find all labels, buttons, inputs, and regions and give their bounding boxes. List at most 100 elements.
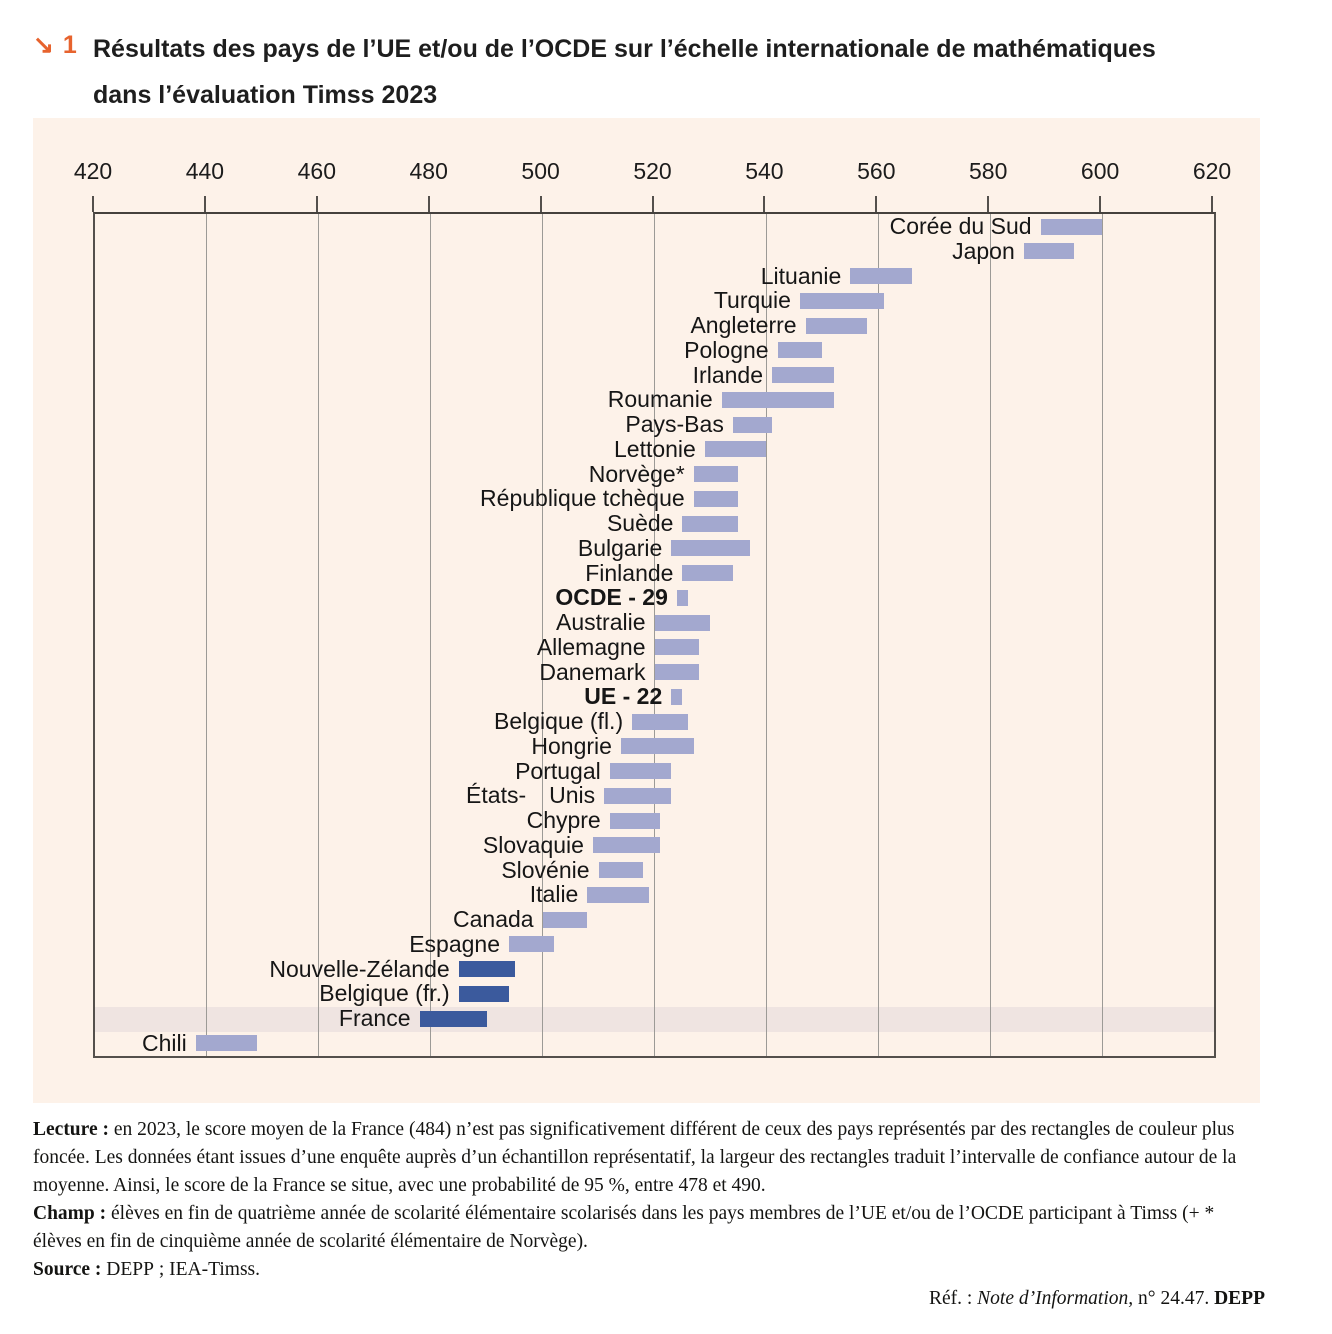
country-label: Chypre [526,807,601,833]
country-label: Nouvelle-Zélande [269,955,450,982]
chart-title: Résultats des pays de l’UE et/ou de l’OC… [93,26,1273,118]
country-label: Slovénie [501,856,590,883]
ci-bar [598,862,644,878]
arrow-down-right-icon: ↘ [33,31,55,59]
ref-number: n° 24.47. [1133,1288,1215,1309]
country-label: Slovaquie [482,831,584,858]
ci-bar [676,589,689,606]
ci-bar [682,565,733,581]
ci-bar [693,490,739,507]
country-label: Portugal [515,757,601,784]
ci-bar [777,342,823,359]
country-label: Pologne [684,336,769,363]
country-label: Norvège* [588,460,685,487]
ci-bar [604,787,672,804]
gridline [318,214,320,1056]
lecture-note: Lecture : en 2023, le score moyen de la … [33,1116,1265,1200]
country-label: Hongrie [531,732,612,759]
champ-note: Champ : élèves en fin de quatrième année… [33,1200,1265,1256]
axis-tick-label: 420 [73,158,113,184]
axis-tick [1211,196,1213,212]
ci-bar [609,812,661,829]
axis-tick-label: 620 [1192,158,1232,184]
ci-bar [654,639,700,656]
country-label: Espagne [409,930,501,957]
ci-bar [632,713,689,730]
axis-tick-label: 600 [1080,158,1120,184]
ci-bar [771,367,834,383]
gridline [1101,214,1103,1056]
axis-tick-label: 480 [409,158,448,184]
country-label: États- Unis [466,782,596,809]
axis-tick [875,196,878,212]
axis-tick-label: 520 [633,158,672,184]
lecture-label: Lecture : [33,1119,109,1140]
gridline [206,214,208,1056]
source-label: Source : [33,1259,102,1280]
axis-tick [987,196,990,212]
ref-depp: DEPP [1214,1288,1265,1309]
figure-number: 1 [62,31,78,59]
gridline [430,214,432,1056]
ci-bar [195,1035,258,1052]
axis-tick-label: 460 [297,158,336,184]
country-label: Belgique (fr.) [319,980,450,1007]
figure-marker: ↘ 1 [33,30,78,60]
axis-tick-label: 560 [857,158,896,184]
country-label: Finlande [585,559,674,586]
country-label: Angleterre [690,312,797,338]
axis-tick [92,196,94,212]
ci-bar [609,763,672,779]
ci-bar [1040,218,1103,235]
gridline [654,214,655,1056]
axis-tick-label: 540 [745,158,784,184]
country-label: OCDE - 29 [555,584,668,611]
country-label: Roumanie [607,386,713,413]
source-text: DEPP ; IEA-Timss. [101,1259,260,1280]
ci-bar [509,936,554,953]
ci-bar [419,1010,487,1027]
country-label: Chili [141,1029,187,1056]
axis-tick [427,196,430,212]
gridline [765,214,767,1056]
country-label: Irlande [692,361,763,388]
ci-bar [620,738,694,755]
country-label: France [338,1005,411,1031]
axis-tick [1099,196,1102,212]
champ-label: Champ : [33,1203,107,1224]
country-label: République tchèque [480,485,685,512]
ci-bar [671,540,750,557]
country-label: Japon [952,237,1015,264]
ref-publication: Note d’Information, [977,1288,1134,1309]
country-label: Canada [453,906,534,932]
axis-tick-label: 440 [185,158,225,184]
ci-bar [671,688,683,705]
ci-bar [805,317,868,334]
reference-line: Réf. : Note d’Information, n° 24.47. DEP… [33,1288,1265,1310]
country-label: Belgique (fl.) [493,708,624,734]
ci-bar [704,441,767,458]
ci-bar [587,886,649,903]
chart-title-line2: dans l’évaluation Timss 2023 [93,81,438,109]
ci-bar [682,515,739,532]
ref-prefix: Réf. : [928,1288,978,1309]
champ-text: élèves en fin de quatrième année de scol… [33,1203,1215,1252]
country-label: Corée du Sud [889,213,1032,239]
country-label: Allemagne [536,633,646,660]
axis-tick-label: 500 [521,158,560,184]
ci-bar [693,466,739,482]
country-label: Suède [606,510,674,536]
gridline [989,214,991,1056]
country-label: Pays-Bas [625,411,724,437]
ci-bar [721,391,834,408]
source-note: Source : DEPP ; IEA-Timss. [33,1256,1265,1284]
axis-tick [539,196,542,212]
country-label: UE - 22 [584,683,663,710]
ci-bar [592,837,661,854]
axis-tick-label: 580 [969,158,1008,184]
axis-tick [203,196,206,212]
country-label: Danemark [539,658,646,685]
lecture-text: en 2023, le score moyen de la France (48… [33,1119,1237,1196]
country-label: Bulgarie [577,534,663,561]
